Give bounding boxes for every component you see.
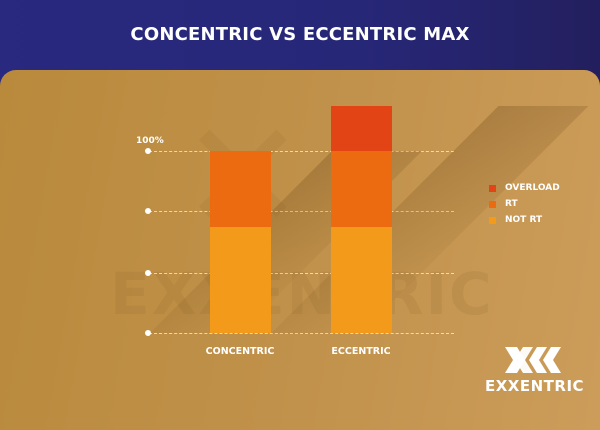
watermark-text: EXXENTRIC — [110, 260, 494, 328]
y-axis-tick-dot — [145, 330, 151, 336]
gridline — [149, 333, 454, 334]
y-axis-tick-dot — [145, 270, 151, 276]
legend: OVERLOAD RT NOT RT — [489, 180, 560, 228]
chart-title: CONCENTRIC VS ECCENTRIC MAX — [130, 24, 470, 45]
legend-item-overload: OVERLOAD — [489, 180, 560, 196]
legend-swatch-rt — [489, 200, 496, 208]
bar-segment-rt — [210, 151, 271, 228]
logo-text: EXXENTRIC — [485, 377, 585, 395]
bar-segment-overload — [331, 105, 392, 151]
chart-panel: ✕ EXXENTRIC — [0, 70, 600, 430]
gridline — [149, 151, 454, 152]
bar-eccentric — [331, 105, 392, 333]
legend-item-not-rt: NOT RT — [489, 212, 560, 228]
legend-item-rt: RT — [489, 196, 560, 212]
bar-concentric — [210, 151, 271, 333]
bar-segment-rt — [331, 151, 392, 228]
legend-swatch-not-rt — [489, 216, 496, 224]
y-axis-tick-dot — [145, 148, 151, 154]
bar-segment-not-rt — [210, 227, 271, 333]
y-axis-tick-dot — [145, 208, 151, 214]
gridline — [149, 211, 454, 212]
x-axis-label-concentric: CONCENTRIC — [205, 346, 275, 357]
legend-swatch-overload — [489, 184, 496, 192]
y-axis-label-100: 100% — [136, 136, 164, 146]
bar-segment-not-rt — [331, 227, 392, 333]
x-axis-label-eccentric: ECCENTRIC — [331, 346, 391, 357]
gridline — [149, 273, 454, 274]
exxentric-logo-icon — [505, 347, 561, 373]
